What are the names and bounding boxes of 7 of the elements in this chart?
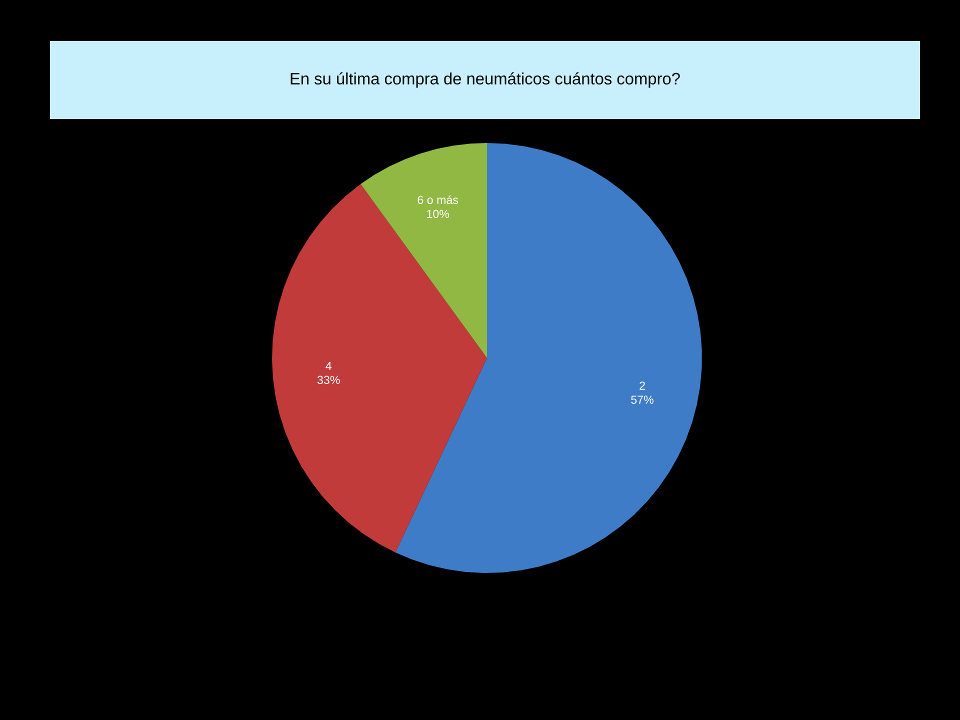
data-label: 33%: [317, 376, 340, 384]
slice-label: 2: [640, 382, 645, 390]
chart-title: En su última compra de neumáticos cuántos compro?: [290, 72, 680, 88]
slice-label: 4: [326, 362, 332, 370]
data-label: 10%: [427, 210, 450, 218]
data-label: 57%: [631, 396, 654, 404]
slice-label: 6 o más: [418, 195, 458, 204]
